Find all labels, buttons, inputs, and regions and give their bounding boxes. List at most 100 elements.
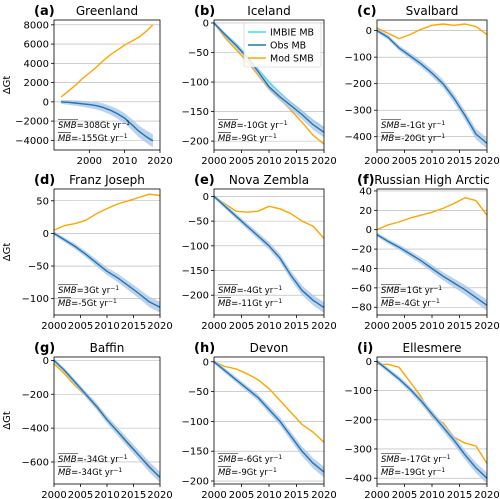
y-tick-label: 4000 [24,59,49,70]
y-tick-label: −600 [22,457,49,468]
panel-title: Nova Zembla [229,173,309,187]
series-obs-mb [53,359,161,478]
rate-annotation: SMB=1Gt yr−1 [381,285,442,296]
y-tick-label: 50 [36,196,49,207]
panel-nova-zembla: −200 −150 −100 −50 0 2000 2005 2010 2015 2020 Nova… [182,173,337,332]
x-tick-label: 2020 [311,490,336,499]
x-tick-label: 2015 [121,321,146,332]
rate-annotation: MB=-155Gt yr−1 [58,133,128,144]
legend-entry: Obs MB [270,41,306,52]
x-tick-label: 2015 [447,156,472,167]
y-tick-label: 6000 [24,40,49,51]
series-mod-smb [376,197,488,231]
rate-annotation: MB=-20Gt yr−1 [381,133,445,144]
legend-entry: Mod SMB [270,54,314,65]
y-tick-label: 0 [203,357,209,368]
y-tick-label: −40 [351,264,372,275]
series-obs-mb [213,22,325,133]
series-obs-mb [53,232,161,308]
legend: IMBIE MB Obs MB Mod SMB [243,22,322,68]
y-tick-label: 0 [203,192,209,203]
panel-letter: (i) [357,341,373,356]
panel-franz-joseph: −100 −50 0 50 2000 2005 2010 2015 2020 Franz Jose… [2,173,173,332]
series-obs-mb [376,234,488,306]
x-tick-label: 2015 [284,321,309,332]
x-tick-label: 2000 [201,321,226,332]
x-tick-label: 2010 [419,156,444,167]
y-tick-label: 2000 [24,78,49,89]
rate-annotation: SMB=-6Gt yr−1 [218,454,282,465]
x-tick-label: 2010 [94,490,119,499]
x-tick-label: 2020 [311,321,336,332]
x-tick-label: 2005 [68,321,93,332]
panel-letter: (c) [357,4,377,19]
panel-title: Svalbard [406,4,459,18]
y-tick-label: −100 [182,78,209,89]
y-tick-label: −50 [188,217,209,228]
x-tick-label: 2000 [364,321,389,332]
y-tick-label: −150 [182,266,209,277]
x-tick-label: 2000 [364,156,389,167]
x-tick-label: 2000 [41,490,66,499]
legend-entry: IMBIE MB [270,28,314,39]
y-tick-label: 40 [359,186,372,197]
y-tick-label: −200 [182,477,209,488]
x-tick-label: 2010 [419,490,444,499]
y-tick-label: −400 [22,424,49,435]
y-tick-label: 0 [366,26,372,37]
panel-svalbard: −400 −300 −200 −100 0 2000 2005 2010 2015 2020 Sva… [345,4,500,167]
x-tick-label: 2005 [392,156,417,167]
panel-title: Iceland [247,4,290,18]
axes-frame [53,19,161,151]
y-tick-label: −200 [22,390,49,401]
y-tick-label: −200 [345,415,372,426]
panel-letter: (f) [357,173,375,188]
x-tick-label: 2005 [68,490,93,499]
x-tick-label: 2010 [94,321,119,332]
y-tick-label: −50 [188,48,209,59]
obs-mb-uncertainty-band [377,359,487,484]
panel-title: Franz Joseph [69,173,145,187]
y-tick-label: −20 [351,245,372,256]
panel-letter: (g) [34,341,55,356]
series-mod-smb [213,361,325,443]
series-mod-smb [376,23,488,40]
panel-letter: (d) [34,173,55,188]
rate-annotation: SMB=3Gt yr−1 [58,285,119,296]
y-tick-label: −100 [182,417,209,428]
y-axis-label: ΔGt [2,243,13,262]
x-tick-label: 2015 [284,156,309,167]
y-tick-label: −100 [182,241,209,252]
x-tick-label: 2020 [147,156,172,167]
y-tick-label: −50 [28,262,49,273]
panel-baffin: −600 −400 −200 0 2000 2005 2010 2015 2020 Baffin (… [2,341,173,499]
series-obs-mb [376,360,488,479]
rate-annotation: MB=-9Gt yr−1 [218,133,277,144]
panel-title: Devon [250,341,289,355]
x-tick-label: 2005 [392,321,417,332]
x-tick-label: 2010 [112,156,137,167]
rate-annotation: MB=-19Gt yr−1 [381,467,445,478]
panel-letter: (h) [194,341,215,356]
y-tick-label: −100 [345,386,372,397]
x-tick-label: 2010 [256,321,281,332]
series-mod-smb [213,195,325,239]
x-tick-label: 2010 [256,156,281,167]
y-tick-label: 20 [359,206,372,217]
obs-mb-uncertainty-band [377,232,487,311]
panel-title: Baffin [90,341,125,355]
y-tick-label: 0 [43,229,49,240]
panel-title: Greenland [76,4,138,18]
y-tick-label: 0 [43,356,49,367]
x-tick-label: 2000 [77,156,102,167]
series-mod-smb [60,24,154,98]
panel-iceland: −200 −150 −100 −50 0 2000 2005 2010 2015 2020 Icel… [182,4,337,167]
y-tick-label: −150 [182,447,209,458]
panel-letter: (a) [34,4,55,19]
rate-annotation: MB=-34Gt yr−1 [58,467,122,478]
rate-annotation: SMB=-34Gt yr−1 [58,454,128,465]
x-tick-label: 2020 [474,490,499,499]
y-tick-label: −60 [351,283,372,294]
panel-ellesmere: −400 −300 −200 −100 0 2000 2005 2010 2015 2020 Ell… [345,341,500,499]
